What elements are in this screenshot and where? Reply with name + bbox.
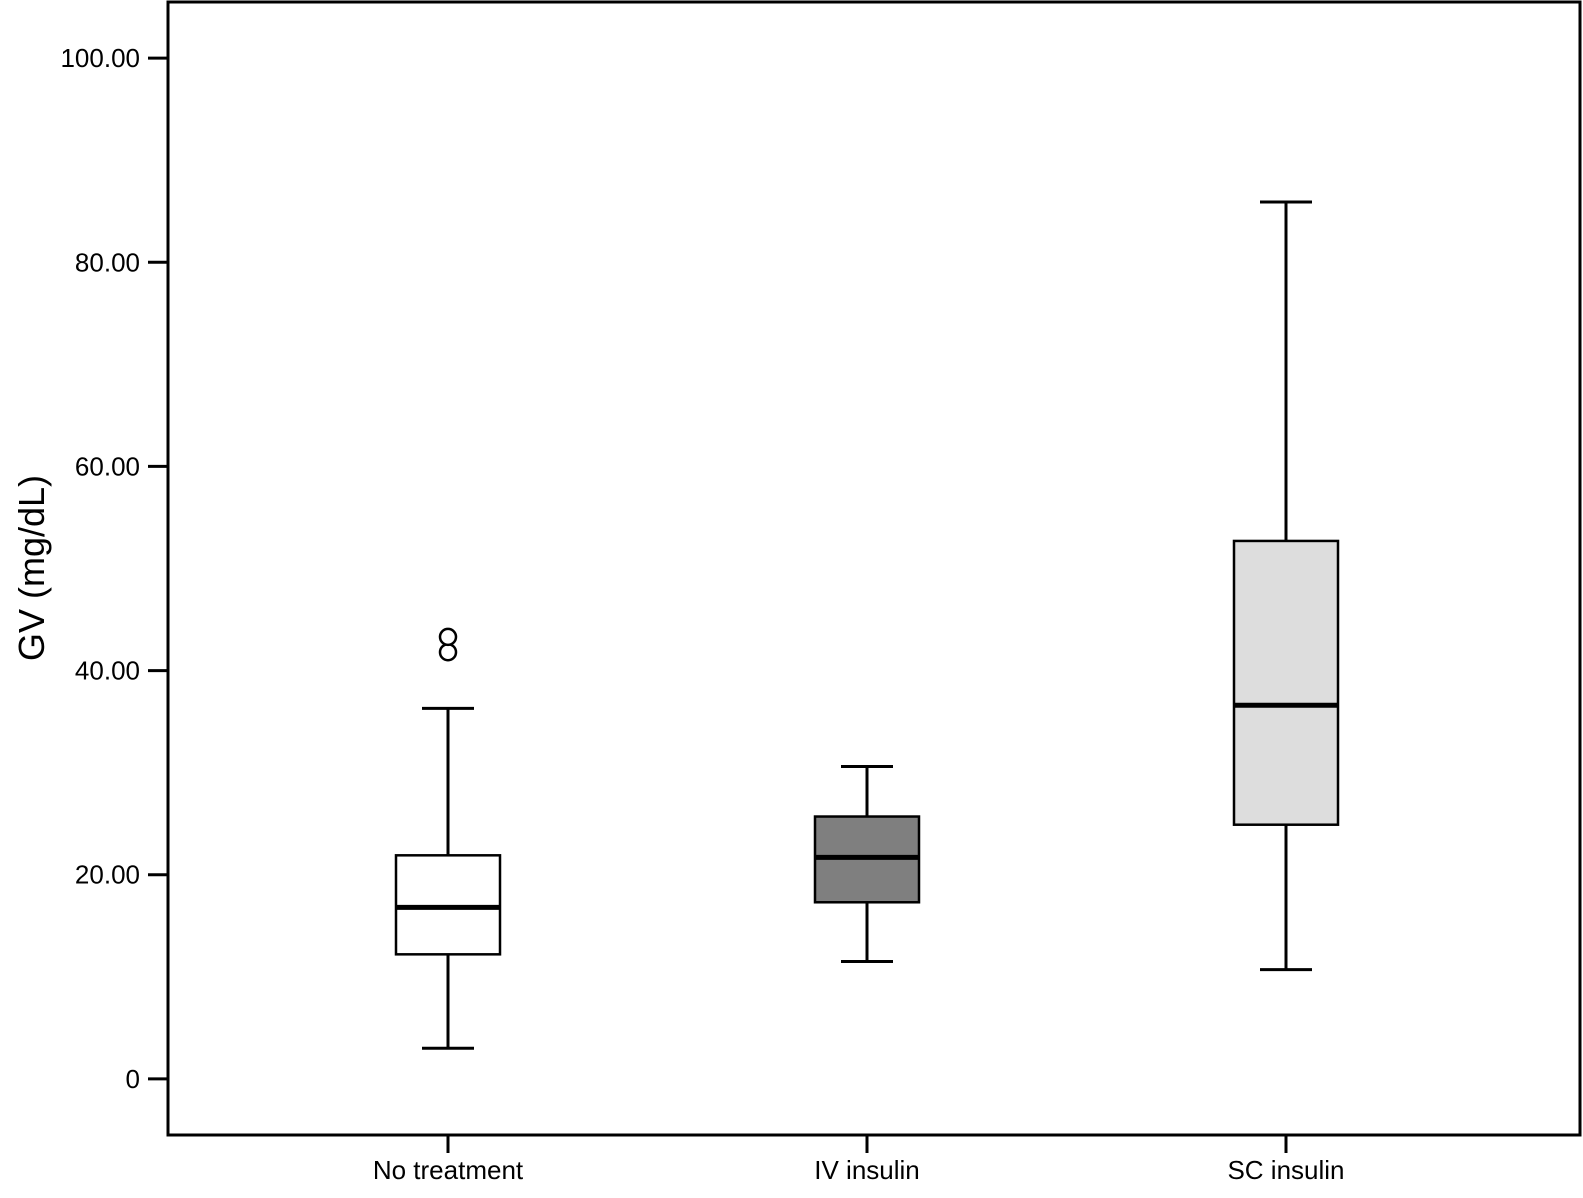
y-axis-ticks: 0 20.00 40.00 60.00 80.00 100.00: [60, 43, 168, 1094]
iqr-box: [394, 854, 502, 956]
iqr-box: [1232, 539, 1340, 826]
y-tick-label: 60.00: [75, 451, 140, 481]
x-category-label: SC insulin: [1227, 1155, 1344, 1185]
outlier-point: [438, 642, 458, 662]
x-category-label: IV insulin: [814, 1155, 920, 1185]
box-group: [1232, 200, 1340, 972]
box-group: [394, 627, 502, 1050]
y-tick-label: 0: [126, 1064, 140, 1094]
outlier-point: [438, 627, 458, 647]
y-tick-label: 100.00: [60, 43, 140, 73]
y-axis-title: GV (mg/dL): [11, 475, 52, 661]
x-axis-ticks: No treatment IV insulin SC insulin: [373, 1135, 1345, 1185]
y-tick-label: 20.00: [75, 860, 140, 890]
box-group: [813, 765, 921, 963]
y-tick-label: 80.00: [75, 247, 140, 277]
plot-frame: [166, 0, 1582, 1137]
x-category-label: No treatment: [373, 1155, 524, 1185]
y-tick-label: 40.00: [75, 656, 140, 686]
box-series: [394, 200, 1340, 1050]
